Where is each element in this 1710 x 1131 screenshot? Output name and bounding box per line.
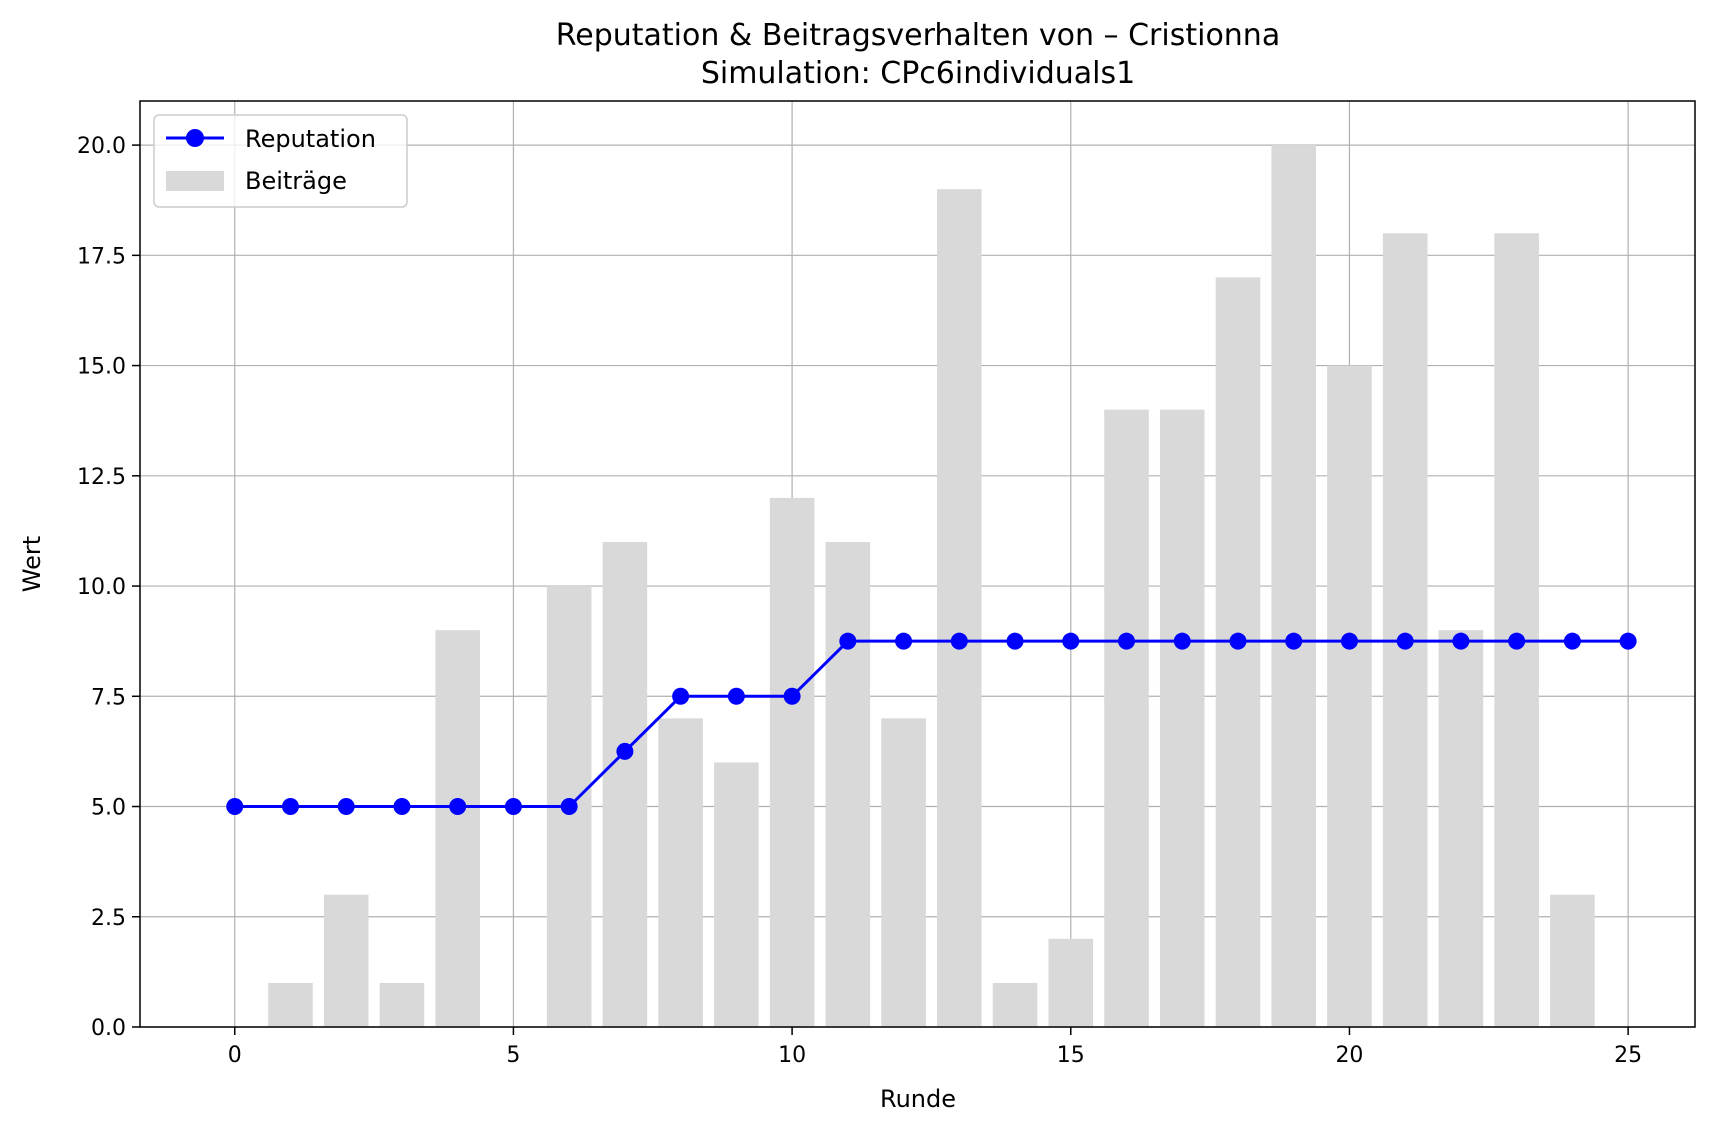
reputation-point bbox=[1452, 632, 1470, 650]
bar-beitraege bbox=[435, 630, 480, 1027]
reputation-point bbox=[783, 687, 801, 705]
legend-beitraege-label: Beiträge bbox=[245, 167, 347, 195]
bar-beitraege bbox=[1215, 277, 1261, 1027]
legend-reputation-marker bbox=[186, 129, 204, 147]
y-tick-label: 17.5 bbox=[77, 244, 126, 269]
bar-beitraege bbox=[602, 541, 648, 1027]
reputation-point bbox=[1006, 632, 1024, 650]
reputation-point bbox=[1173, 632, 1191, 650]
reputation-point bbox=[1563, 632, 1581, 650]
x-tick-label: 0 bbox=[228, 1043, 242, 1068]
reputation-point bbox=[337, 798, 355, 816]
y-tick-label: 5.0 bbox=[91, 796, 126, 821]
bar-beitraege bbox=[1048, 938, 1094, 1027]
reputation-point bbox=[1118, 632, 1136, 650]
reputation-point bbox=[950, 632, 968, 650]
y-axis-label: Wert bbox=[18, 536, 46, 592]
y-tick-label: 15.0 bbox=[77, 355, 126, 380]
bar-beitraege bbox=[1550, 894, 1595, 1027]
bar-layer bbox=[268, 145, 1595, 1028]
bar-beitraege bbox=[1104, 409, 1149, 1028]
reputation-point bbox=[281, 798, 299, 816]
y-tick-label: 10.0 bbox=[77, 575, 126, 600]
reputation-point bbox=[672, 687, 690, 705]
x-tick-label: 15 bbox=[1057, 1043, 1085, 1068]
reputation-point bbox=[895, 632, 913, 650]
bar-beitraege bbox=[714, 762, 759, 1027]
bar-beitraege bbox=[1271, 145, 1317, 1028]
bar-beitraege bbox=[825, 541, 871, 1027]
bar-beitraege bbox=[379, 982, 425, 1027]
legend-beitraege-swatch bbox=[166, 171, 224, 191]
chart-subtitle: Simulation: CPc6individuals1 bbox=[701, 56, 1135, 91]
reputation-line bbox=[234, 639, 1629, 809]
plot-frame bbox=[139, 100, 1696, 1028]
reputation-point bbox=[1508, 632, 1526, 650]
bar-beitraege bbox=[1438, 630, 1484, 1027]
x-tick-label: 5 bbox=[506, 1043, 520, 1068]
reputation-point bbox=[226, 798, 244, 816]
legend-reputation-label: Reputation bbox=[245, 125, 376, 153]
y-tick-label: 0.0 bbox=[91, 1016, 126, 1041]
bar-beitraege bbox=[937, 189, 982, 1027]
grid-layer bbox=[140, 101, 1695, 1028]
x-axis-label: Runde bbox=[880, 1085, 956, 1113]
bar-beitraege bbox=[268, 982, 313, 1027]
x-tick-label: 10 bbox=[778, 1043, 806, 1068]
y-tick-label: 2.5 bbox=[91, 906, 126, 931]
bar-beitraege bbox=[881, 718, 926, 1027]
reputation-point bbox=[449, 798, 467, 816]
reputation-point bbox=[1619, 632, 1637, 650]
reputation-point bbox=[504, 798, 522, 816]
x-tick-label: 20 bbox=[1335, 1043, 1363, 1068]
bar-beitraege bbox=[1494, 233, 1539, 1028]
line-layer bbox=[226, 632, 1637, 816]
y-tick-label: 20.0 bbox=[77, 134, 126, 159]
reputation-point bbox=[560, 798, 578, 816]
tick-layer: 0 5 10 15 20 25 0.0 2.5 5.0 7.5 10.0 12.5 15.0 17.5 20… bbox=[77, 134, 1642, 1068]
reputation-point bbox=[616, 742, 634, 760]
reputation-point bbox=[727, 687, 745, 705]
bar-beitraege bbox=[1327, 365, 1372, 1028]
bar-beitraege bbox=[1382, 233, 1428, 1028]
reputation-point bbox=[393, 798, 411, 816]
reputation-point bbox=[839, 632, 857, 650]
reputation-point bbox=[1340, 632, 1358, 650]
bar-beitraege bbox=[658, 718, 703, 1027]
bar-beitraege bbox=[769, 497, 815, 1027]
bar-beitraege bbox=[1159, 409, 1205, 1028]
legend: Reputation Beiträge bbox=[153, 114, 408, 208]
bar-beitraege bbox=[323, 894, 369, 1027]
reputation-point bbox=[1396, 632, 1414, 650]
reputation-point bbox=[1062, 632, 1080, 650]
y-tick-label: 12.5 bbox=[77, 465, 126, 490]
chart-title: Reputation & Beitragsverhalten von – Cri… bbox=[556, 18, 1280, 53]
x-tick-label: 25 bbox=[1614, 1043, 1642, 1068]
y-tick-label: 7.5 bbox=[91, 685, 126, 710]
reputation-point bbox=[1229, 632, 1247, 650]
reputation-point bbox=[1285, 632, 1303, 650]
bar-beitraege bbox=[992, 982, 1038, 1027]
